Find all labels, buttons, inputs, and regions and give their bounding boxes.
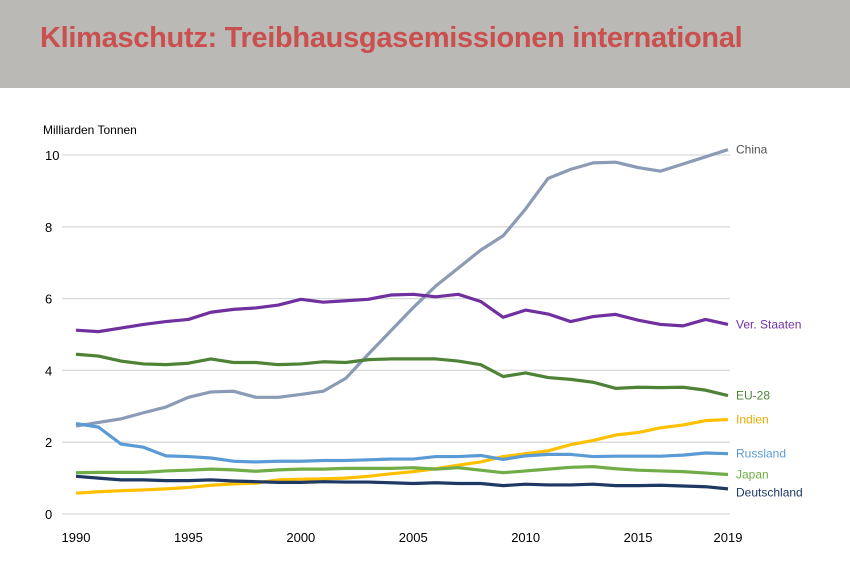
series-line-indien — [75, 417, 729, 495]
series-label: China — [736, 143, 768, 157]
series-label: Ver. Staaten — [736, 317, 801, 331]
x-tick-label: 2015 — [624, 530, 653, 545]
x-tick-label: 2010 — [511, 530, 540, 545]
series-label: Russland — [736, 447, 786, 461]
line-chart: 0 2 4 6 8 10 1990 1995 2000 2005 2010 2015 2019 Chi… — [43, 123, 803, 545]
series-line-deutschland — [75, 474, 729, 491]
series-label: Deutschland — [736, 485, 803, 499]
series-line-ver-staaten — [75, 292, 729, 334]
x-tick-label: 1995 — [174, 530, 203, 545]
y-tick-label: 4 — [45, 363, 52, 378]
y-tick-label: 6 — [45, 292, 52, 307]
series-labels: China Ver. Staaten EU-28 Indien Russland Japa… — [736, 143, 803, 500]
y-tick-label: 10 — [45, 148, 59, 163]
x-tick-label: 1990 — [62, 530, 91, 545]
y-tick-label: 0 — [45, 507, 52, 522]
series-line-eu-28 — [75, 352, 729, 398]
series-line-china — [75, 148, 729, 428]
series-lines — [75, 148, 729, 495]
y-tick-label: 8 — [45, 220, 52, 235]
y-axis-label: Milliarden Tonnen — [43, 123, 137, 137]
series-label: Japan — [736, 468, 769, 482]
x-tick-label: 2005 — [399, 530, 428, 545]
grid-lines — [62, 154, 730, 515]
slide-title: Klimaschutz: Treibhausgasemissionen inte… — [40, 22, 743, 54]
slide-header: Klimaschutz: Treibhausgasemissionen inte… — [0, 0, 850, 88]
y-tick-labels: 0 2 4 6 8 10 — [45, 148, 59, 522]
series-label: EU-28 — [736, 389, 770, 403]
x-tick-label: 2000 — [286, 530, 315, 545]
series-line-japan — [75, 465, 729, 477]
series-line-russland — [75, 421, 729, 464]
x-tick-labels: 1990 1995 2000 2005 2010 2015 2019 — [62, 530, 743, 545]
x-tick-label: 2019 — [714, 530, 743, 545]
y-tick-label: 2 — [45, 435, 52, 450]
series-label: Indien — [736, 413, 769, 427]
